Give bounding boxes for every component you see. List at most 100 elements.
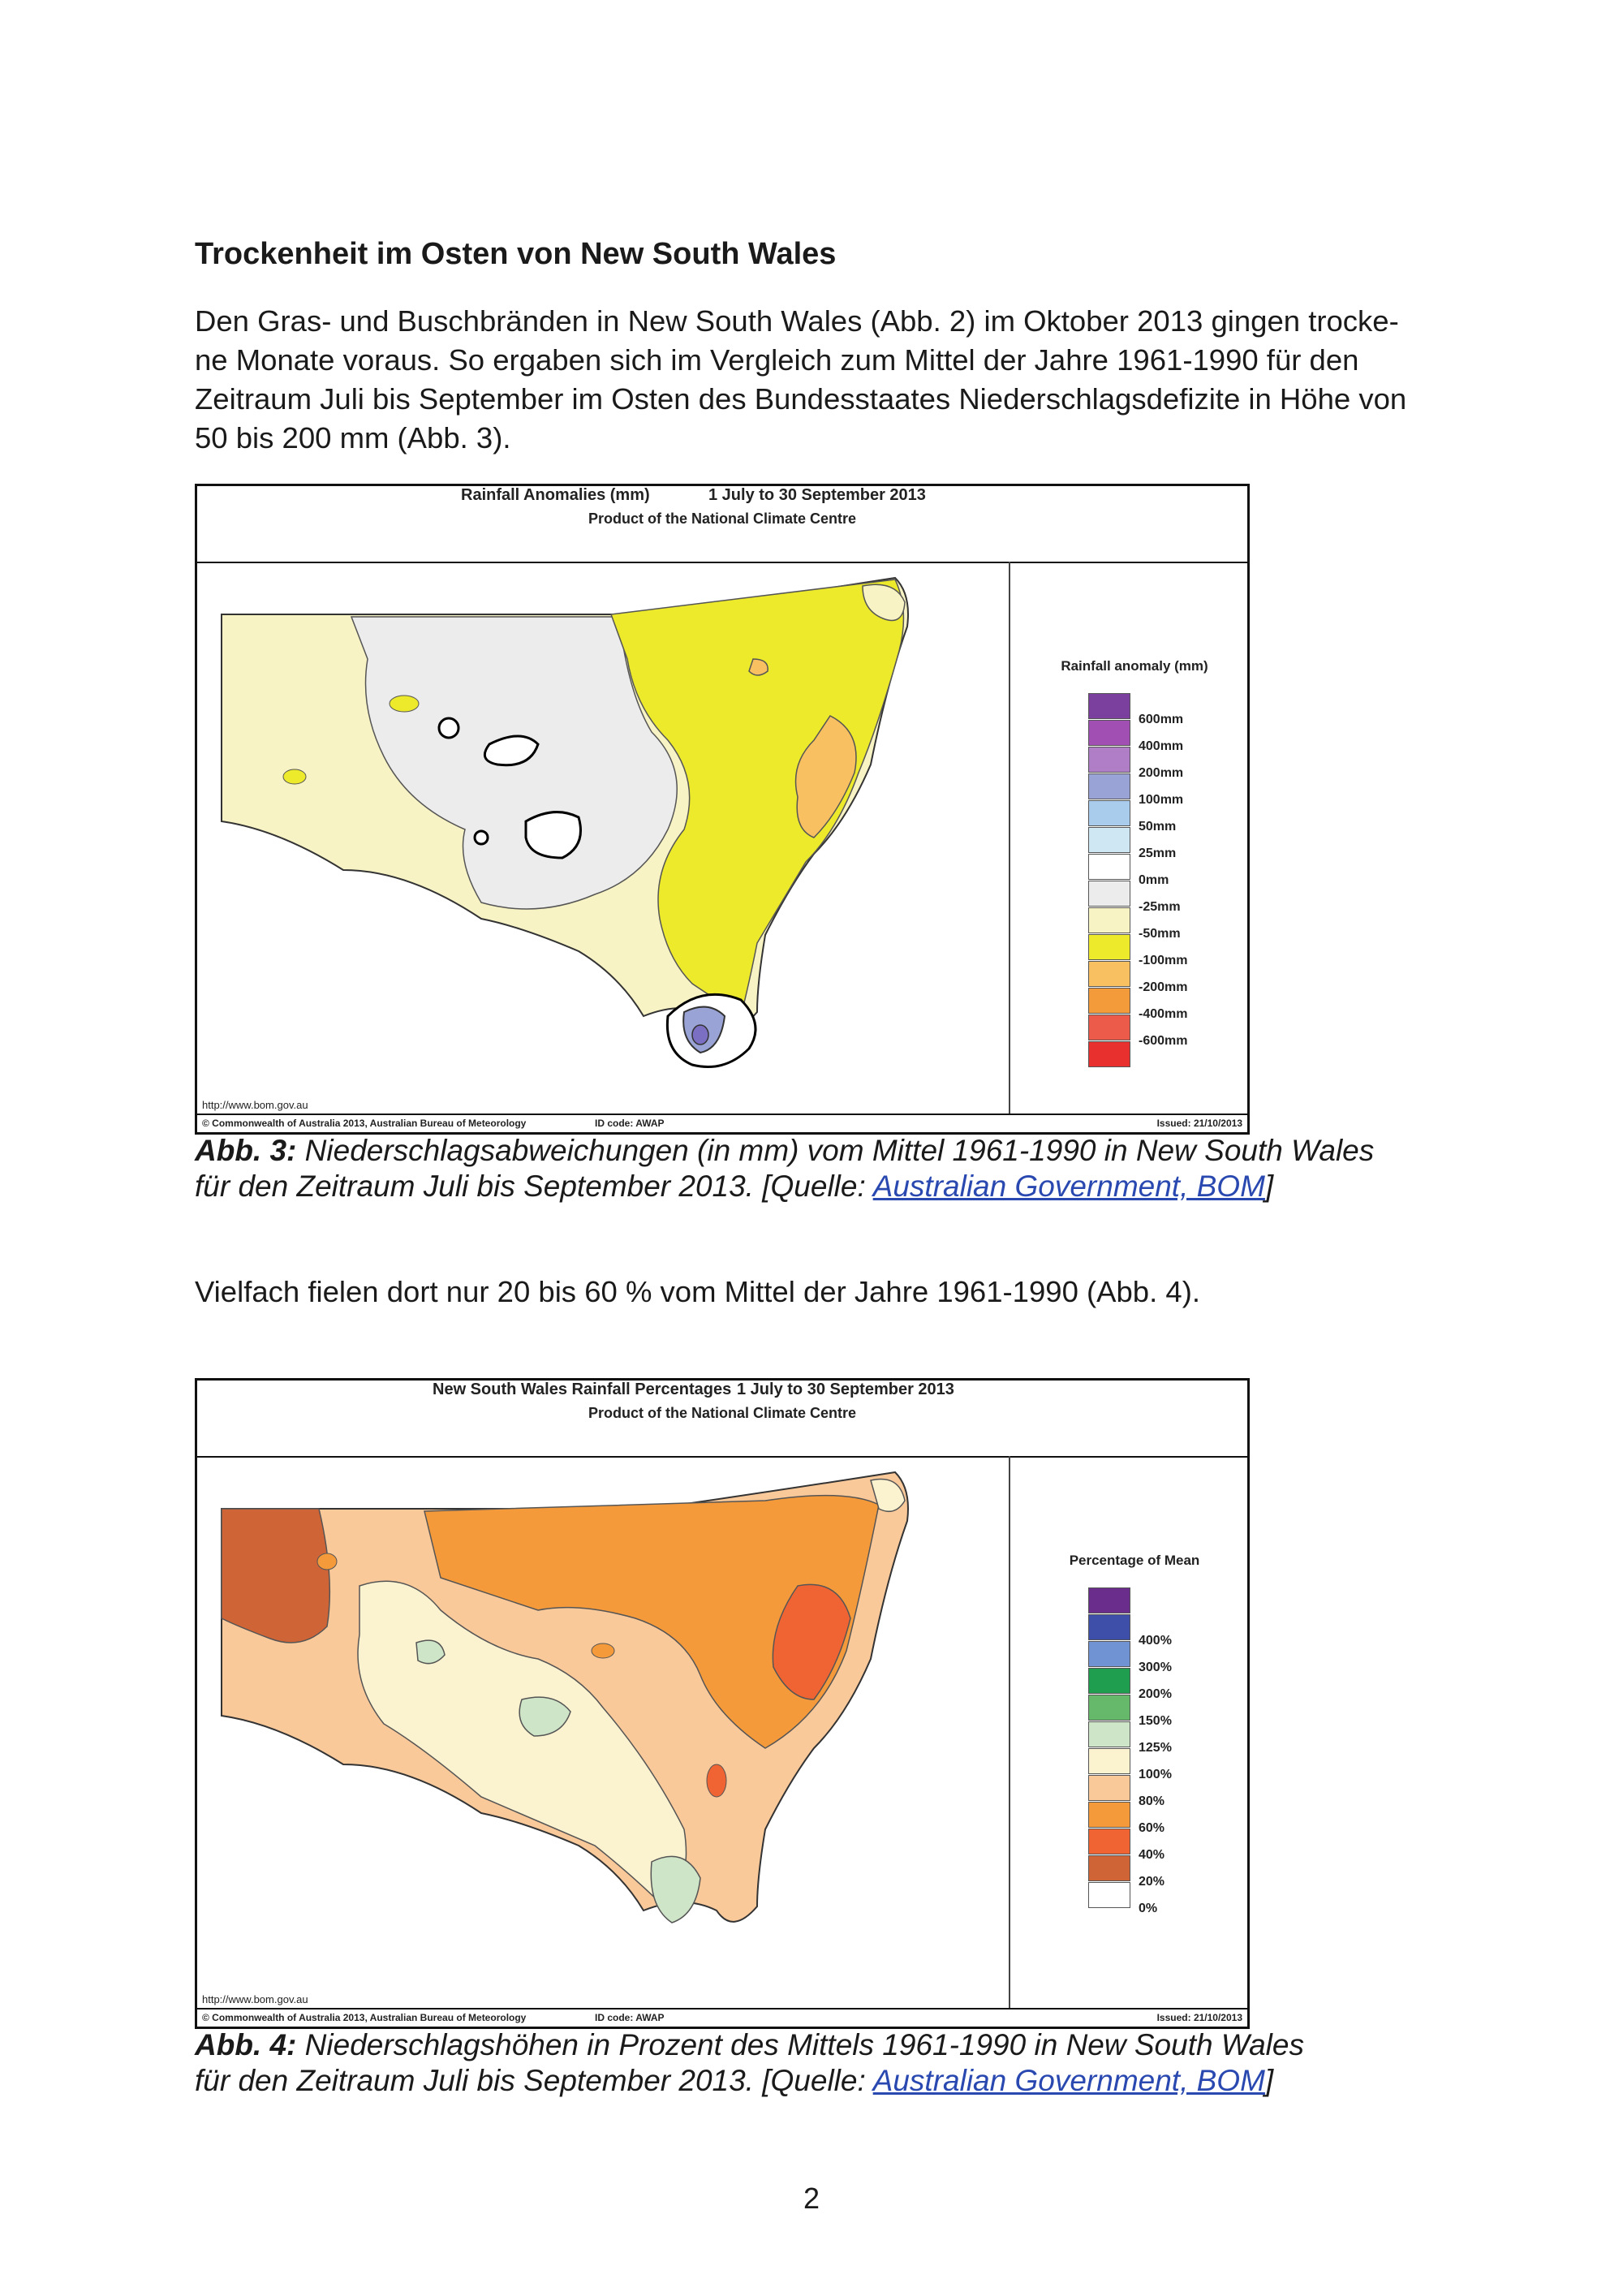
figure-3-caption-close: ]: [1264, 1170, 1274, 1203]
middle-text: Vielfach fielen dort nur 20 bis 60 % vom…: [195, 1275, 1200, 1308]
map-area-green: [519, 1696, 571, 1737]
figure-4-legend-swatch: [1088, 1829, 1130, 1854]
map-area-orange-north: [748, 658, 768, 676]
figure-3-panel-divider: [1009, 562, 1010, 1114]
figure-3-legend-label: 200mm: [1139, 766, 1184, 780]
page-number: 2: [803, 2182, 820, 2215]
figure-3-legend-label: -600mm: [1139, 1034, 1188, 1048]
figure-4-period: 1 July to 30 September 2013: [737, 1381, 954, 1398]
intro-line: 50 bis 200 mm (Abb. 3).: [195, 421, 511, 454]
figure-4-issued-date: Issued: 21/10/2013: [1156, 2012, 1242, 2023]
figure-4-legend-label: 150%: [1139, 1714, 1172, 1728]
figure-3-legend-label: 50mm: [1139, 820, 1177, 834]
figure-4-copyright: © Commonwealth of Australia 2013, Austra…: [202, 2012, 527, 2023]
map-area-light-northeast: [862, 584, 906, 622]
figure-3-legend-swatch: [1088, 961, 1130, 987]
figure-3-legend-swatch: [1088, 693, 1130, 719]
figure-3-legend-swatch: [1088, 800, 1130, 826]
intro-line: Den Gras- und Buschbränden in New South …: [195, 304, 1399, 338]
map-contour-zero: [437, 717, 460, 739]
figure-3-title: Rainfall Anomalies (mm): [461, 486, 650, 504]
figure-4-legend-swatch: [1088, 1802, 1130, 1828]
figure-3-id-code: ID code: AWAP: [595, 1118, 665, 1129]
figure-4-caption-text-2: für den Zeitraum Juli bis September 2013…: [195, 2064, 873, 2097]
figure-4-legend-label: 0%: [1139, 1902, 1158, 1915]
figure-4-legend-label: 60%: [1139, 1821, 1165, 1835]
figure-3-legend-label: -50mm: [1139, 927, 1181, 941]
map-area-red-patch: [706, 1764, 727, 1798]
figure-4-legend-swatch: [1088, 1882, 1130, 1908]
intro-line: ne Monate voraus. So ergaben sich im Ver…: [195, 343, 1359, 377]
figure-3-legend-label: -400mm: [1139, 1007, 1188, 1021]
figure-4-legend-swatch: [1088, 1855, 1130, 1881]
figure-3-footer-line: [197, 1114, 1247, 1115]
figure-3-legend-title: Rainfall anomaly (mm): [1061, 658, 1208, 674]
figure-3-header: Rainfall Anomalies (mm) 1 July to 30 Sep…: [197, 486, 1247, 563]
figure-3-caption-text: Niederschlagsabweichungen (in mm) vom Mi…: [296, 1134, 1375, 1167]
intro-paragraph: Den Gras- und Buschbränden in New South …: [195, 302, 1406, 458]
figure-3-legend-label: 600mm: [1139, 713, 1184, 726]
figure-3-legend-swatch: [1088, 1041, 1130, 1067]
figure-3-legend-swatch: [1088, 907, 1130, 933]
figure-4-title: New South Wales Rainfall Percentages: [433, 1381, 732, 1398]
map-area-light-northeast: [870, 1478, 906, 1513]
map-area-orange: [424, 1494, 880, 1749]
figure-4-panel-divider: [1009, 1456, 1010, 2008]
figure-4-legend-swatch: [1088, 1614, 1130, 1640]
map-contour-zero: [524, 811, 582, 859]
figure-4-header: New South Wales Rainfall Percentages 1 J…: [197, 1381, 1247, 1458]
figure-4-footer-line: [197, 2008, 1247, 2010]
figure-3-caption: Abb. 3: Niederschlagsabweichungen (in mm…: [195, 1133, 1374, 1204]
figure-3-map: [221, 576, 909, 1068]
figure-4-legend-label: 40%: [1139, 1848, 1165, 1862]
figure-3-period: 1 July to 30 September 2013: [708, 486, 926, 504]
figure-4-id-code: ID code: AWAP: [595, 2012, 665, 2023]
figure-4-caption-close: ]: [1264, 2064, 1274, 2097]
map-area-green: [415, 1639, 446, 1665]
figure-4-rainfall-percentage-map: New South Wales Rainfall Percentages 1 J…: [195, 1378, 1250, 2029]
figure-4-legend-label: 20%: [1139, 1875, 1165, 1889]
figure-3-subtitle: Product of the National Climate Centre: [588, 510, 857, 527]
figure-3-legend-swatch: [1088, 773, 1130, 799]
figure-4-subtitle: Product of the National Climate Centre: [588, 1405, 857, 1421]
figure-4-caption-text: Niederschlagshöhen in Prozent des Mittel…: [296, 2028, 1304, 2061]
figure-3-issued-date: Issued: 21/10/2013: [1156, 1118, 1242, 1129]
figure-3-legend-label: 0mm: [1139, 873, 1169, 887]
figure-3-copyright: © Commonwealth of Australia 2013, Austra…: [202, 1118, 527, 1129]
map-area-purple: [691, 1024, 709, 1045]
figure-3-source-link[interactable]: Australian Government, BOM: [872, 1170, 1265, 1203]
figure-3-caption-text-2: für den Zeitraum Juli bis September 2013…: [195, 1170, 873, 1203]
figure-4-map: [221, 1471, 909, 1923]
map-area-orange: [794, 715, 857, 838]
figure-4-legend-swatch: [1088, 1587, 1130, 1613]
map-area-orange-patch: [591, 1643, 615, 1659]
figure-3-legend-swatch: [1088, 720, 1130, 746]
figure-3-legend-label: 25mm: [1139, 846, 1177, 860]
figure-4-caption: Abb. 4: Niederschlagshöhen in Prozent de…: [195, 2027, 1304, 2099]
figure-4-legend-swatch: [1088, 1641, 1130, 1667]
figure-3-rainfall-anomalies-map: Rainfall Anomalies (mm) 1 July to 30 Sep…: [195, 484, 1250, 1135]
map-area-orange-patch: [316, 1553, 338, 1570]
map-contour-zero: [473, 829, 489, 846]
figure-4-legend-label: 100%: [1139, 1768, 1172, 1781]
figure-4-source-link[interactable]: Australian Government, BOM: [872, 2064, 1265, 2097]
figure-3-legend-swatch: [1088, 988, 1130, 1014]
map-area-dry-patch: [282, 769, 307, 785]
figure-3-legend-swatch: [1088, 1014, 1130, 1040]
figure-4-legend-label: 300%: [1139, 1661, 1172, 1674]
figure-3-legend-label: -100mm: [1139, 954, 1188, 967]
figure-4-legend-swatch: [1088, 1775, 1130, 1801]
figure-3-legend-label: 400mm: [1139, 739, 1184, 753]
figure-4-legend-swatch: [1088, 1668, 1130, 1694]
figure-4-legend-label: 125%: [1139, 1741, 1172, 1755]
map-area-red: [772, 1583, 851, 1700]
figure-4-legend-title: Percentage of Mean: [1069, 1553, 1200, 1568]
figure-4-legend-label: 400%: [1139, 1634, 1172, 1648]
figure-3-legend-swatch: [1088, 827, 1130, 853]
middle-paragraph: Vielfach fielen dort nur 20 bis 60 % vom…: [195, 1273, 1200, 1312]
figure-4-legend-swatch: [1088, 1748, 1130, 1774]
figure-4-caption-label: Abb. 4:: [195, 2028, 297, 2061]
figure-3-caption-label: Abb. 3:: [195, 1134, 297, 1167]
figure-4-url: http://www.bom.gov.au: [202, 1993, 308, 2005]
figure-4-legend-swatch: [1088, 1721, 1130, 1747]
